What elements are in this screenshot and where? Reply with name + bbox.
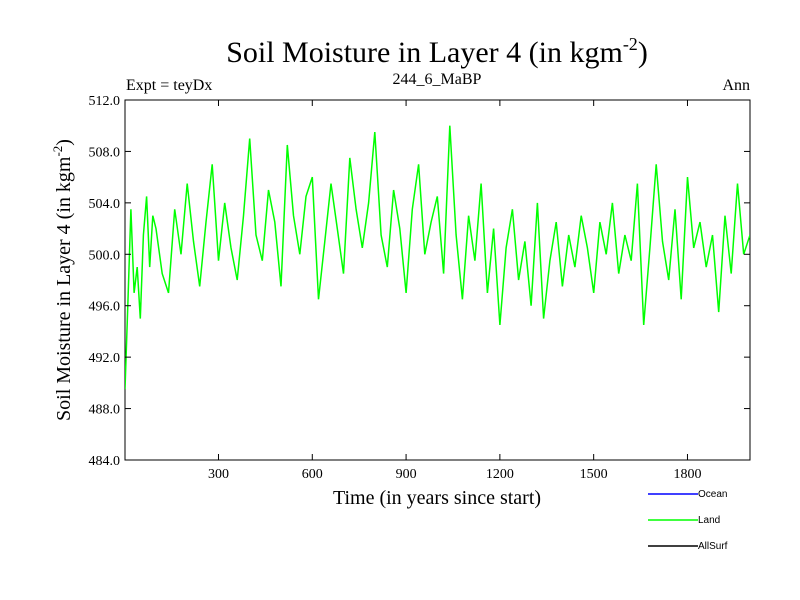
y-tick-label: 508.0 bbox=[89, 145, 121, 160]
y-tick-label: 512.0 bbox=[89, 94, 121, 109]
x-tick-label: 600 bbox=[302, 467, 323, 482]
legend-label-land: Land bbox=[698, 515, 720, 526]
y-tick-label: 488.0 bbox=[89, 403, 121, 418]
legend-label-ocean: Ocean bbox=[698, 489, 727, 500]
x-tick-label: 300 bbox=[208, 467, 229, 482]
x-tick-label: 1200 bbox=[486, 467, 514, 482]
y-tick-label: 496.0 bbox=[89, 300, 121, 315]
plot-frame bbox=[124, 99, 751, 461]
x-axis-label: Time (in years since start) bbox=[333, 487, 541, 509]
series-line-land bbox=[125, 125, 750, 390]
x-tick-label: 1800 bbox=[673, 467, 701, 482]
subtitle: 244_6_MaBP bbox=[393, 71, 482, 88]
legend-label-allsurf: AllSurf bbox=[698, 541, 728, 552]
legend: Ocean Land AllSurf bbox=[648, 489, 728, 552]
y-tick-label: 500.0 bbox=[89, 248, 121, 263]
x-axis: 300 600 900 1200 1500 1800 bbox=[208, 100, 701, 482]
chart-title: Soil Moisture in Layer 4 (in kgm-2) bbox=[226, 34, 648, 69]
experiment-label: Expt = teyDx bbox=[126, 77, 212, 94]
season-label: Ann bbox=[722, 77, 750, 94]
y-axis-label: Soil Moisture in Layer 4 (in kgm-2) bbox=[50, 139, 75, 421]
y-tick-label: 492.0 bbox=[89, 351, 121, 366]
y-axis: 484.0 488.0 492.0 496.0 500.0 504.0 508.0 512.0 bbox=[89, 94, 750, 469]
y-tick-label: 504.0 bbox=[89, 197, 121, 212]
x-tick-label: 1500 bbox=[580, 467, 608, 482]
x-tick-label: 900 bbox=[396, 467, 417, 482]
y-tick-label: 484.0 bbox=[89, 454, 121, 469]
